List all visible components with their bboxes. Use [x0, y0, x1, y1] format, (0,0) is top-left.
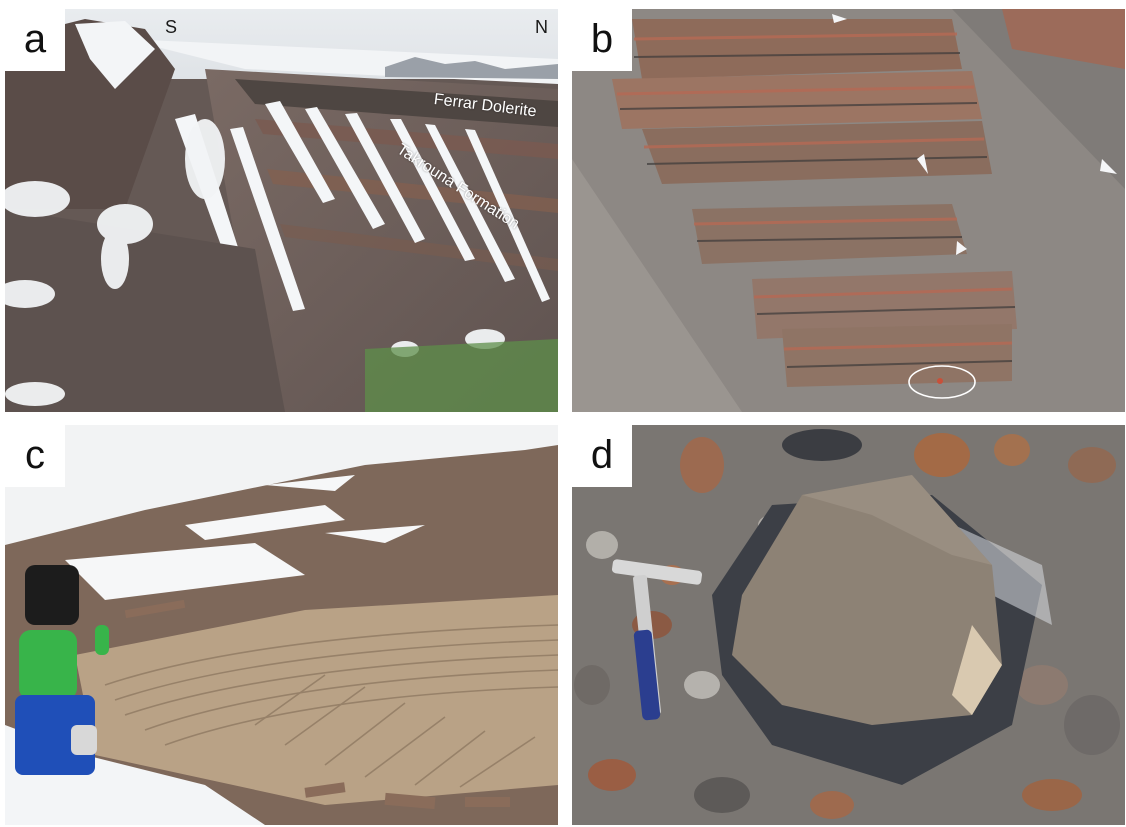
valley-aerial-photo — [5, 9, 558, 412]
rock-hammer — [611, 559, 703, 721]
layered-outcrop-photo — [572, 9, 1125, 412]
geologist-figure — [15, 565, 109, 775]
panel-label-b: b — [572, 9, 632, 71]
photo-panel-c: c — [5, 425, 558, 825]
photo-panel-b: b — [572, 9, 1125, 412]
compass-north-label: N — [535, 17, 548, 37]
compass-south-label: S — [165, 17, 178, 37]
boulder-and-hammer-photo — [572, 425, 1125, 825]
cross-bedded-sandstone-photo — [5, 425, 558, 825]
panel-label-d: d — [572, 425, 632, 487]
panel-label-c: c — [5, 425, 65, 487]
photo-panel-d: d — [572, 425, 1125, 825]
panel-label-a: a — [5, 9, 65, 71]
photo-panel-a: a S N Ferrar Dolerite Takrouna Formation — [5, 9, 558, 412]
